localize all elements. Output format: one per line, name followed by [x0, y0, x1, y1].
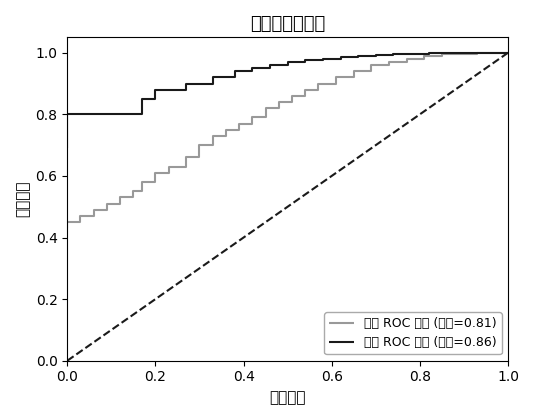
测试 ROC 曲线 (面积=0.86) — [183, 81, 190, 86]
测试 ROC 曲线 (面积=0.86) — [320, 56, 326, 61]
测试 ROC 曲线 (面积=0.86) — [337, 55, 344, 60]
测试 ROC 曲线 (面积=0.86) — [426, 51, 432, 56]
测试 ROC 曲线 (面积=0.86) — [355, 53, 362, 58]
测试 ROC 曲线 (面积=0.86) — [139, 97, 145, 102]
训练 ROC 曲线 (面积=0.81) — [276, 106, 282, 111]
测试 ROC 曲线 (面积=0.86) — [152, 87, 159, 92]
测试 ROC 曲线 (面积=0.86) — [183, 87, 190, 92]
测试 ROC 曲线 (面积=0.86) — [390, 52, 397, 57]
测试 ROC 曲线 (面积=0.86) — [408, 52, 414, 57]
Y-axis label: 真阳性率: 真阳性率 — [15, 181, 30, 217]
测试 ROC 曲线 (面积=0.86) — [390, 52, 397, 58]
测试 ROC 曲线 (面积=0.86) — [302, 58, 309, 63]
测试 ROC 曲线 (面积=0.86) — [355, 55, 362, 60]
测试 ROC 曲线 (面积=0.86) — [461, 50, 467, 55]
测试 ROC 曲线 (面积=0.86) — [373, 52, 379, 58]
测试 ROC 曲线 (面积=0.86) — [443, 50, 450, 55]
训练 ROC 曲线 (面积=0.81) — [439, 53, 445, 58]
测试 ROC 曲线 (面积=0.86) — [302, 60, 309, 65]
测试 ROC 曲线 (面积=0.86) — [232, 69, 238, 74]
测试 ROC 曲线 (面积=0.86) — [505, 50, 511, 55]
测试 ROC 曲线 (面积=0.86) — [232, 75, 238, 80]
测试 ROC 曲线 (面积=0.86) — [478, 50, 485, 55]
测试 ROC 曲线 (面积=0.86) — [209, 75, 216, 80]
测试 ROC 曲线 (面积=0.86) — [249, 69, 256, 74]
训练 ROC 曲线 (面积=0.81) — [139, 189, 145, 194]
训练 ROC 曲线 (面积=0.81) — [505, 50, 511, 55]
测试 ROC 曲线 (面积=0.86) — [408, 51, 414, 56]
Title: 无质量对照样品: 无质量对照样品 — [250, 15, 325, 33]
测试 ROC 曲线 (面积=0.86) — [461, 50, 467, 55]
测试 ROC 曲线 (面积=0.86) — [426, 51, 432, 56]
测试 ROC 曲线 (面积=0.86) — [285, 63, 291, 68]
测试 ROC 曲线 (面积=0.86) — [267, 63, 273, 68]
训练 ROC 曲线 (面积=0.81) — [197, 143, 203, 148]
Legend: 训练 ROC 曲线 (面积=0.81), 测试 ROC 曲线 (面积=0.86): 训练 ROC 曲线 (面积=0.81), 测试 ROC 曲线 (面积=0.86) — [324, 312, 502, 354]
测试 ROC 曲线 (面积=0.86) — [152, 97, 159, 102]
Line: 测试 ROC 曲线 (面积=0.86): 测试 ROC 曲线 (面积=0.86) — [67, 53, 508, 148]
测试 ROC 曲线 (面积=0.86) — [139, 112, 145, 117]
测试 ROC 曲线 (面积=0.86) — [209, 81, 216, 86]
测试 ROC 曲线 (面积=0.86) — [337, 56, 344, 61]
训练 ROC 曲线 (面积=0.81) — [302, 93, 309, 98]
测试 ROC 曲线 (面积=0.86) — [249, 66, 256, 71]
测试 ROC 曲线 (面积=0.86) — [64, 112, 70, 117]
测试 ROC 曲线 (面积=0.86) — [478, 50, 485, 55]
测试 ROC 曲线 (面积=0.86) — [64, 146, 70, 151]
X-axis label: 假阳性率: 假阳性率 — [269, 390, 306, 405]
测试 ROC 曲线 (面积=0.86) — [285, 60, 291, 65]
测试 ROC 曲线 (面积=0.86) — [443, 51, 450, 56]
训练 ROC 曲线 (面积=0.81) — [492, 50, 498, 55]
测试 ROC 曲线 (面积=0.86) — [373, 53, 379, 58]
测试 ROC 曲线 (面积=0.86) — [267, 66, 273, 71]
训练 ROC 曲线 (面积=0.81) — [152, 180, 159, 185]
Line: 训练 ROC 曲线 (面积=0.81): 训练 ROC 曲线 (面积=0.81) — [67, 53, 508, 228]
训练 ROC 曲线 (面积=0.81) — [64, 226, 70, 231]
测试 ROC 曲线 (面积=0.86) — [320, 58, 326, 63]
